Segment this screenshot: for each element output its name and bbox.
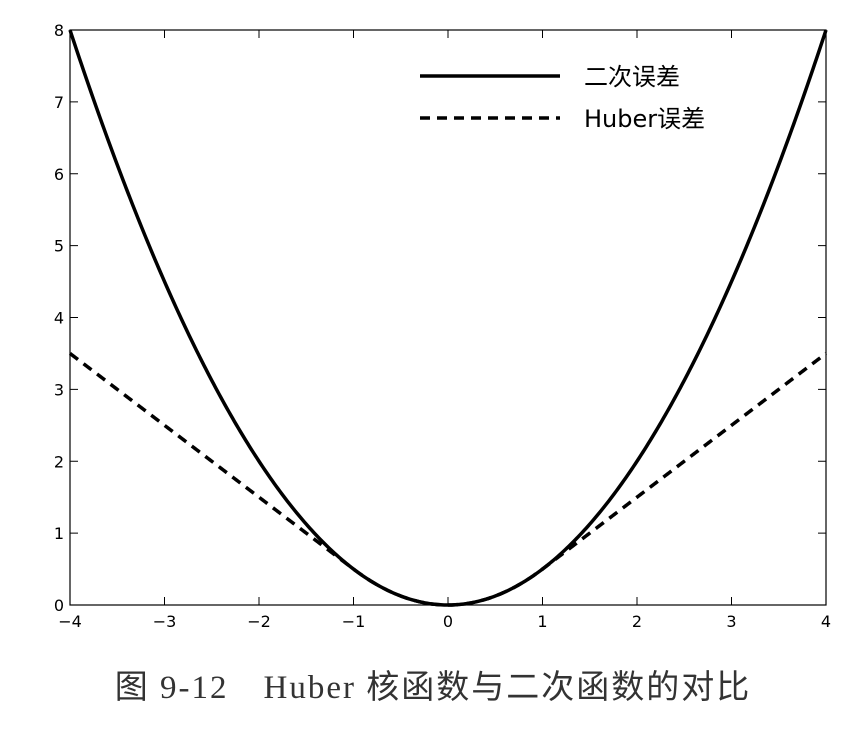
x-tick-label: 2 (632, 612, 642, 631)
x-tick-label: −2 (247, 612, 271, 631)
series-layer (68, 29, 828, 607)
y-tick-label: 4 (54, 309, 64, 328)
x-tick-label: 3 (726, 612, 736, 631)
y-tick-label: 1 (54, 524, 64, 543)
y-tick-label: 8 (54, 21, 64, 40)
figure-caption: 图 9-12 Huber 核函数与二次函数的对比 (114, 670, 752, 706)
y-tick-label: 5 (54, 237, 64, 256)
x-tick-label: −3 (153, 612, 177, 631)
legend-label-quadratic: 二次误差 (584, 63, 680, 91)
series-line-huber (68, 352, 828, 607)
y-tick-label: 2 (54, 452, 64, 471)
x-tick-label: 0 (443, 612, 453, 631)
y-tick-label: 7 (54, 93, 64, 112)
x-tick-label: 4 (821, 612, 831, 631)
plot-frame (69, 29, 827, 606)
x-tick-label: 1 (537, 612, 547, 631)
series-line-quadratic (68, 29, 828, 607)
y-tick-label: 0 (54, 596, 64, 615)
legend-label-huber: Huber误差 (584, 105, 705, 133)
x-tick-label: −4 (58, 612, 82, 631)
legend: 二次误差 Huber误差 (420, 63, 705, 133)
y-tick-label: 6 (54, 165, 64, 184)
ticks-layer: −4 −3 −2 −1 0 1 2 3 4 0 1 2 3 4 5 6 7 8 (54, 21, 831, 631)
y-tick-label: 3 (54, 380, 64, 399)
x-tick-label: −1 (342, 612, 366, 631)
